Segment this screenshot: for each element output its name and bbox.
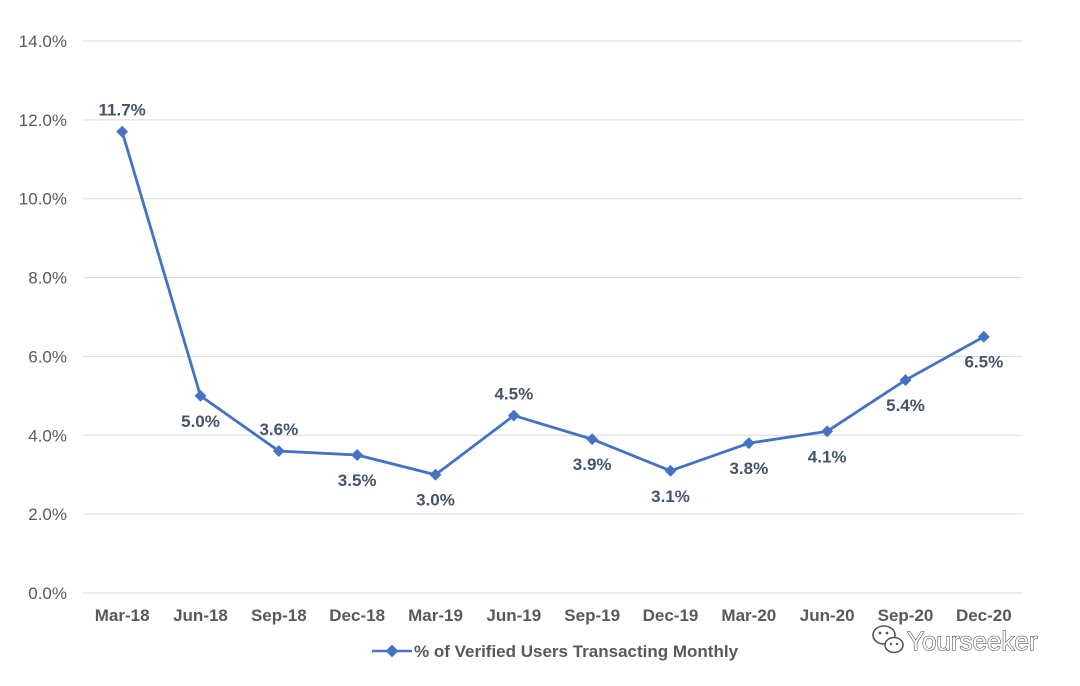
data-point <box>116 125 129 138</box>
legend[interactable]: % of Verified Users Transacting Monthly <box>372 642 739 661</box>
data-label: 3.5% <box>338 471 377 490</box>
data-label: 5.4% <box>886 396 925 415</box>
data-label: 4.5% <box>494 385 533 404</box>
x-tick-label: Sep-19 <box>564 606 620 625</box>
x-tick-label: Dec-19 <box>643 606 699 625</box>
x-tick-label: Mar-18 <box>95 606 150 625</box>
x-tick-label: Dec-20 <box>956 606 1012 625</box>
legend-label: % of Verified Users Transacting Monthly <box>414 642 739 661</box>
data-point <box>272 445 285 457</box>
gridlines <box>83 40 1023 594</box>
data-point <box>507 409 520 422</box>
wechat-icon <box>872 625 904 654</box>
data-label: 3.1% <box>651 487 690 506</box>
x-tick-label: Jun-19 <box>486 606 541 625</box>
x-tick-label: Mar-19 <box>408 606 463 625</box>
data-label: 3.8% <box>729 459 768 478</box>
data-point <box>664 464 677 477</box>
data-point <box>351 449 364 461</box>
x-tick-label: Sep-18 <box>251 606 307 625</box>
data-point <box>977 330 990 343</box>
y-tick-label: 4.0% <box>28 426 67 445</box>
data-labels: 11.7% 5.0% 3.6% 3.5% 3.0% 4.5% 3.9% 3.1% 3.8% 4.1… <box>99 101 1004 510</box>
data-label: 11.7% <box>99 101 146 120</box>
x-tick-label: Jun-20 <box>800 606 855 625</box>
series-line <box>120 131 985 477</box>
data-label: 3.9% <box>573 455 612 474</box>
series-group <box>116 125 990 481</box>
data-point <box>899 374 912 387</box>
y-tick-label: 6.0% <box>28 347 67 366</box>
data-point <box>742 437 755 450</box>
data-point <box>429 468 442 481</box>
y-tick-label: 12.0% <box>19 111 67 130</box>
watermark: Yourseeker <box>872 625 1038 657</box>
x-tick-label: Dec-18 <box>329 606 385 625</box>
data-label: 3.0% <box>416 491 455 510</box>
x-tick-label: Jun-18 <box>173 606 228 625</box>
data-label: 3.6% <box>259 420 298 439</box>
y-tick-label: 8.0% <box>28 269 67 288</box>
data-label: 4.1% <box>808 447 847 466</box>
x-tick-label: Mar-20 <box>721 606 776 625</box>
data-label: 5.0% <box>181 412 220 431</box>
watermark-text: Yourseeker <box>907 626 1038 656</box>
x-tick-label: Sep-20 <box>878 606 934 625</box>
y-tick-label: 0.0% <box>28 584 67 603</box>
data-point <box>586 433 599 446</box>
legend-marker <box>385 644 399 658</box>
y-tick-label: 14.0% <box>19 32 67 51</box>
data-point <box>821 425 834 438</box>
data-label: 6.5% <box>964 353 1003 372</box>
y-tick-label: 10.0% <box>19 190 67 209</box>
y-tick-label: 2.0% <box>28 505 67 524</box>
y-axis-ticks: 0.0% 2.0% 4.0% 6.0% 8.0% 10.0% 12.0% 14.0% <box>19 32 67 603</box>
x-axis-ticks: Mar-18 Jun-18 Sep-18 Dec-18 Mar-19 Jun-19 Sep-… <box>95 606 1012 625</box>
